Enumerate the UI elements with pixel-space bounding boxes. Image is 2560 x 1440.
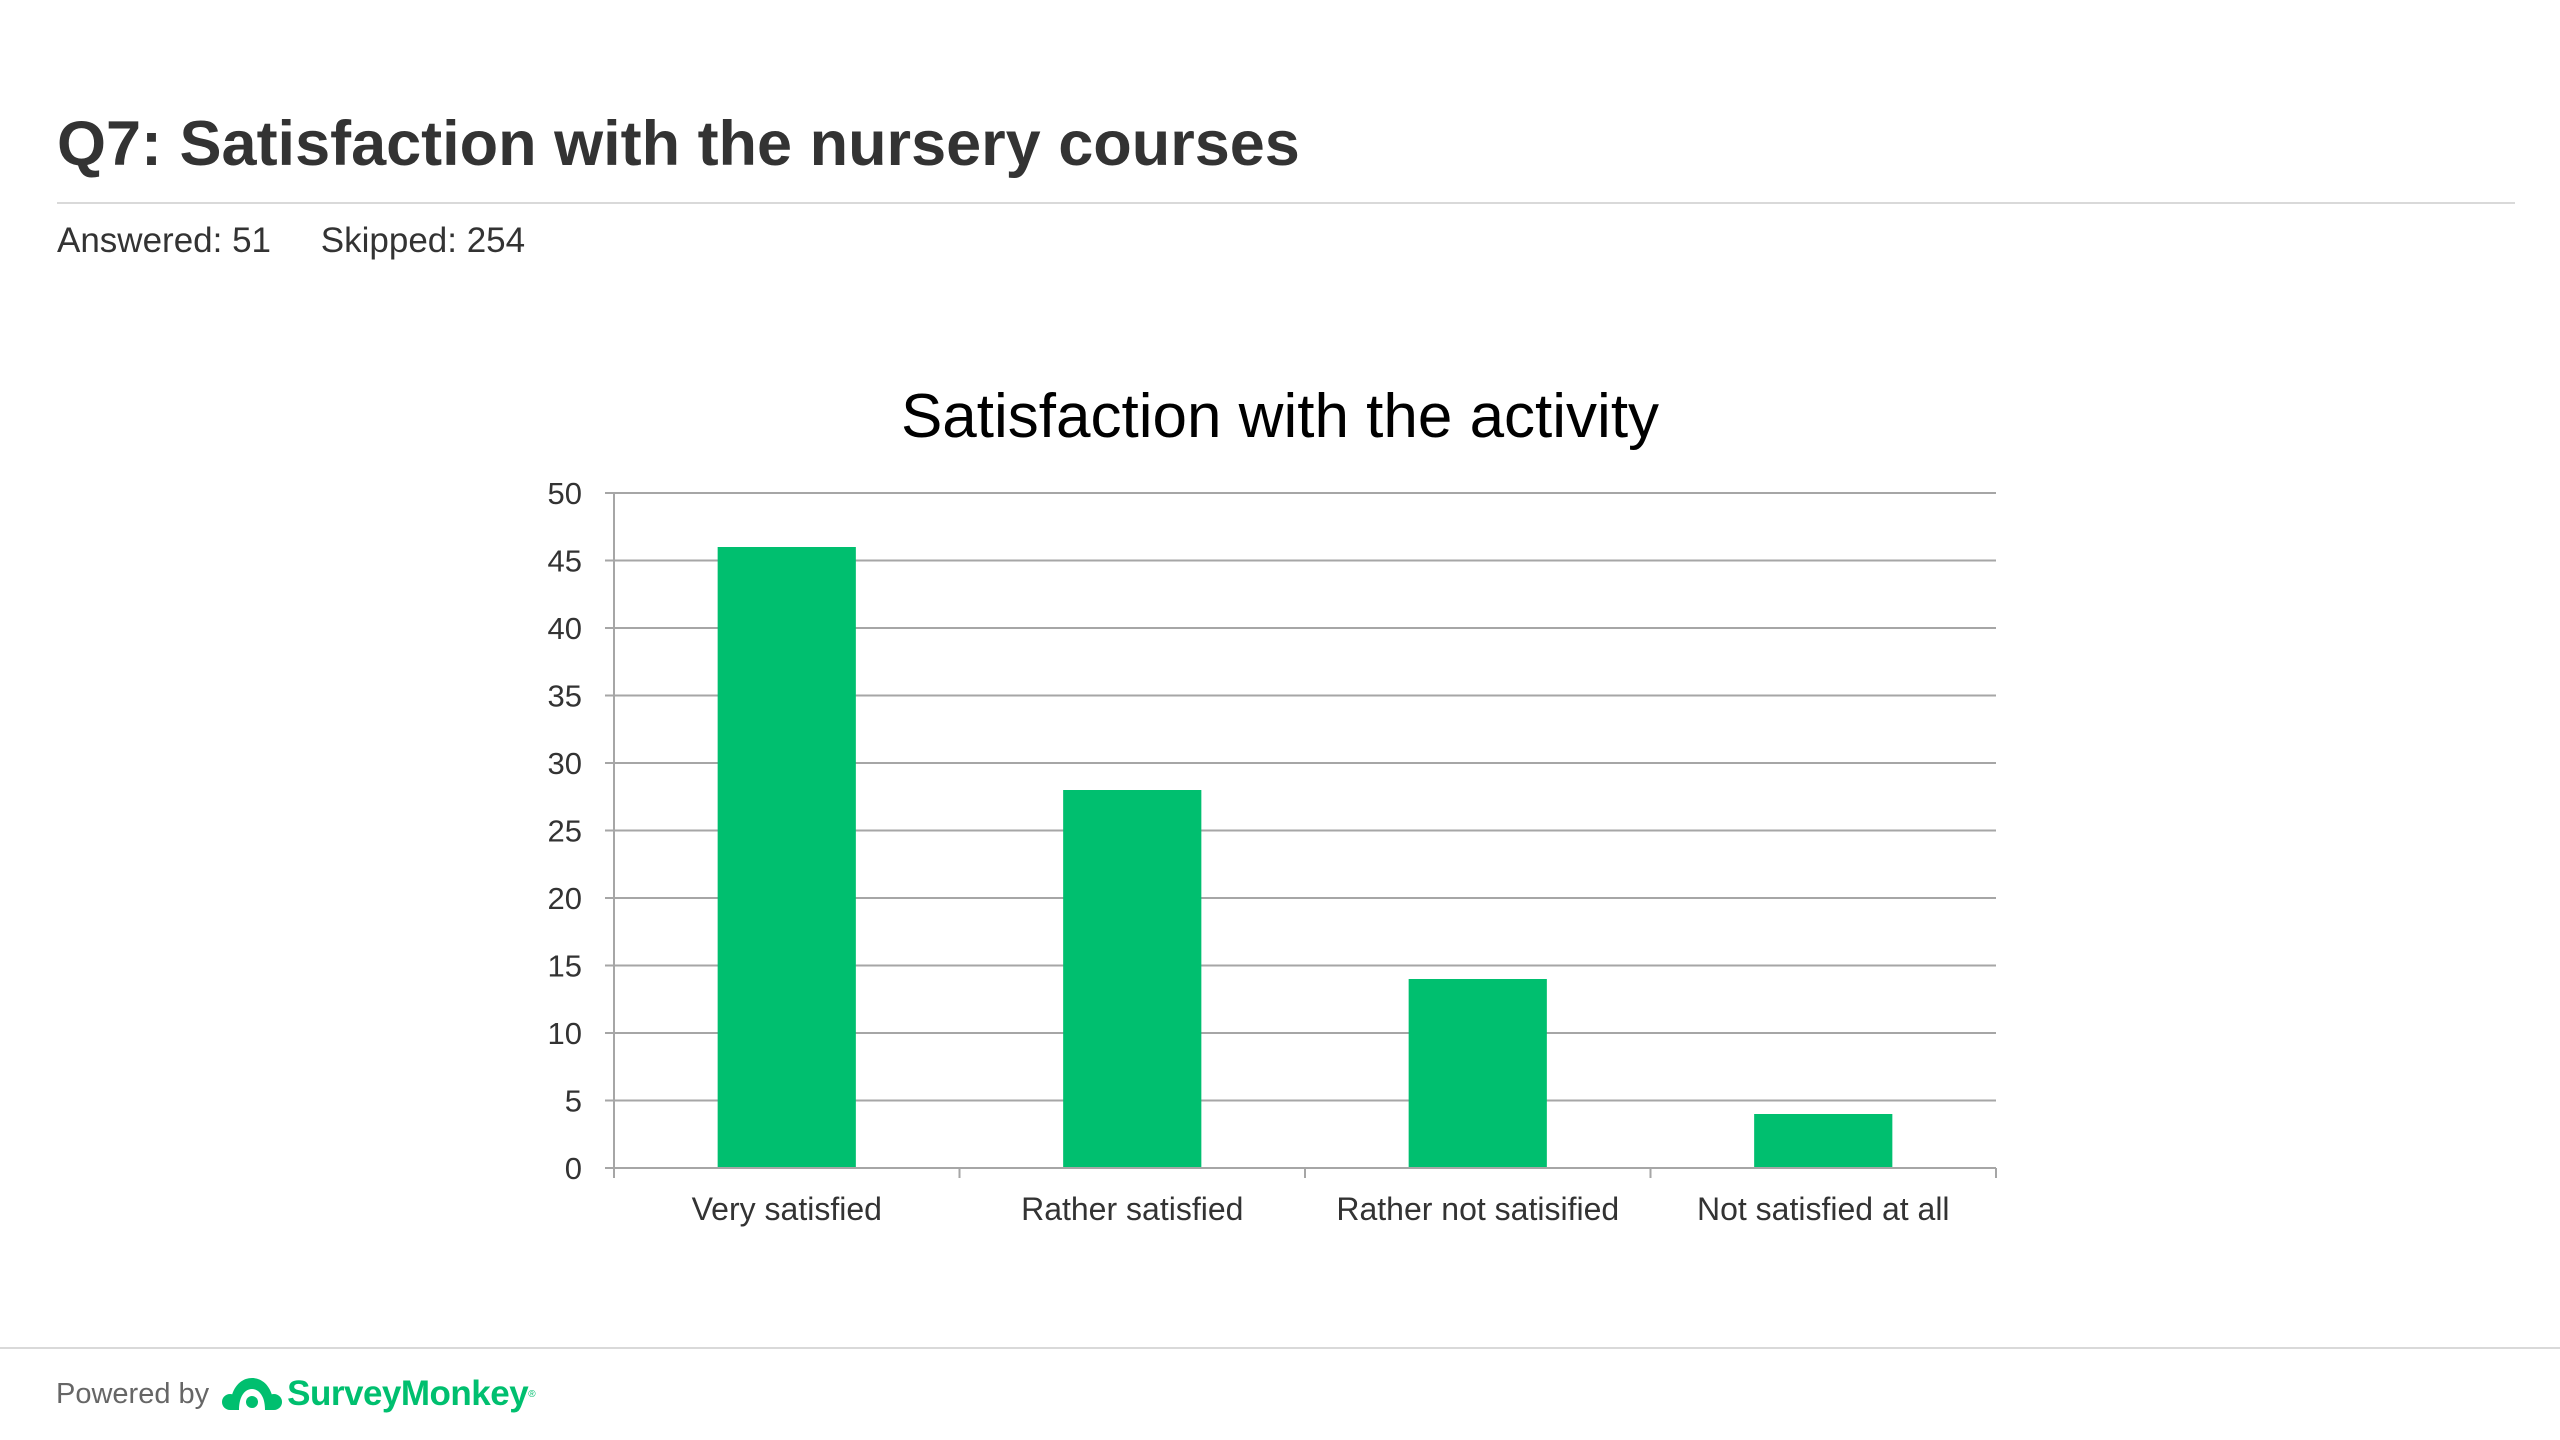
brand-trademark: ® <box>528 1388 536 1400</box>
bars <box>717 547 1893 1168</box>
x-tick-labels: Very satisfied Rather satisfied Rather not… <box>692 1191 1950 1227</box>
x-tick-label: Rather satisfied <box>1021 1191 1243 1227</box>
footer: Powered by SurveyMonkey ® <box>56 1372 536 1416</box>
answered-count: Answered: 51 <box>57 221 272 260</box>
powered-by-label: Powered by <box>56 1377 210 1410</box>
footer-divider <box>0 1347 2560 1349</box>
y-tick-label: 0 <box>565 1151 582 1186</box>
y-tick-labels: 0 5 10 15 20 25 30 35 40 45 50 <box>548 476 582 1186</box>
brand-name: SurveyMonkey <box>287 1374 529 1413</box>
bar-not-satisfied-at-all <box>1754 1114 1893 1168</box>
y-tick-label: 25 <box>548 814 582 849</box>
bar-rather-not-satisified <box>1408 979 1547 1168</box>
bar-very-satisfied <box>717 547 856 1168</box>
y-tick-label: 30 <box>548 746 582 781</box>
y-tick-label: 15 <box>548 949 582 984</box>
response-stats: Answered: 51 Skipped: 254 <box>57 223 525 258</box>
y-tick-label: 50 <box>548 476 582 511</box>
y-tick-label: 35 <box>548 679 582 714</box>
bar-rather-satisfied <box>1063 790 1202 1168</box>
surveymonkey-logo-icon <box>222 1378 283 1410</box>
surveymonkey-brand[interactable]: SurveyMonkey ® <box>221 1372 536 1416</box>
y-tick-label: 45 <box>548 544 582 579</box>
x-tick-label: Not satisfied at all <box>1697 1191 1950 1227</box>
question-title: Q7: Satisfaction with the nursery course… <box>57 109 1300 179</box>
y-tick-label: 40 <box>548 611 582 646</box>
y-tick-label: 5 <box>565 1084 582 1119</box>
x-tick-label: Rather not satisified <box>1336 1191 1619 1227</box>
x-tick-label: Very satisfied <box>692 1191 882 1227</box>
y-tick-label: 20 <box>548 881 582 916</box>
skipped-count: Skipped: 254 <box>320 221 526 260</box>
chart-title: Satisfaction with the activity <box>901 382 1659 451</box>
axes <box>605 492 1997 1178</box>
bar-chart: Satisfaction with the activity 0 5 10 15 20 2… <box>548 382 1997 1227</box>
title-divider <box>57 202 2515 204</box>
y-tick-label: 10 <box>548 1016 582 1051</box>
